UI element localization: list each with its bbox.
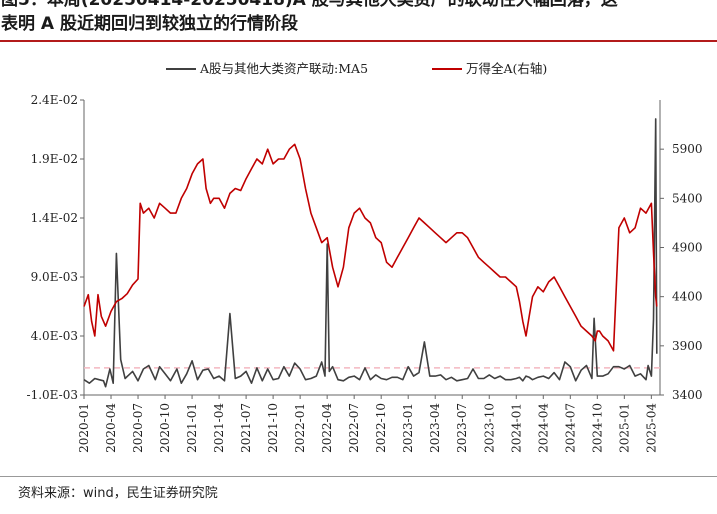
x-tick-label: 2024-10 (590, 403, 604, 453)
x-tick-label: 2022-07 (347, 403, 361, 453)
y2-tick-label: 4900 (672, 241, 703, 255)
x-tick-label: 2022-10 (374, 403, 388, 453)
legend-label-linkage-ma5: A股与其他大类资产联动:MA5 (199, 61, 368, 76)
chart-legend: A股与其他大类资产联动:MA5 万得全A(右轴) (166, 61, 547, 76)
x-tick-label: 2021-01 (185, 403, 199, 453)
series-line-linkage-ma5 (83, 118, 658, 388)
x-tick-label: 2024-07 (563, 403, 577, 453)
x-tick-label: 2021-07 (239, 403, 253, 453)
x-tick-label: 2023-01 (401, 403, 415, 453)
chart-axes: 2.4E-02 1.9E-02 1.4E-02 9.0E-03 4.0E-03 -1.0E… (27, 93, 703, 453)
x-tick-label: 2025-04 (644, 403, 658, 453)
y2-tick-label: 5400 (672, 191, 703, 205)
x-tick-label: 2024-04 (536, 403, 550, 453)
series-line-wind-all-a (83, 143, 658, 352)
x-tick-label: 2021-04 (212, 403, 226, 453)
x-tick-label: 2023-10 (482, 403, 496, 453)
legend-label-wind-all-a: 万得全A(右轴) (466, 61, 547, 76)
x-tick-label: 2025-01 (617, 403, 631, 453)
x-tick-label: 2021-10 (266, 403, 280, 453)
figure-title-line1: 图5：本周(20250414-20250418)A 股与其他大类资产的联动性大幅… (1, 0, 618, 10)
y2-tick-label: 4400 (672, 290, 703, 304)
y-tick-label: 9.0E-03 (31, 270, 78, 284)
x-tick-label: 2020-04 (104, 403, 118, 453)
x-tick-label: 2023-04 (428, 403, 442, 453)
title-divider (0, 40, 717, 42)
source-note: 资料来源：wind，民生证券研究院 (18, 486, 218, 501)
x-tick-label: 2020-10 (158, 403, 172, 453)
x-tick-label: 2022-01 (293, 403, 307, 453)
chart-plot-area (83, 118, 660, 388)
footer-divider (0, 476, 717, 477)
y-tick-label: 4.0E-03 (31, 329, 78, 343)
y2-tick-label: 3400 (672, 388, 703, 402)
x-tick-label: 2024-01 (509, 403, 523, 453)
x-tick-label: 2020-07 (131, 403, 145, 453)
figure-title-line2: 表明 A 股近期回归到较独立的行情阶段 (1, 14, 298, 34)
y2-tick-label: 5900 (672, 142, 703, 156)
x-tick-label: 2023-07 (455, 403, 469, 453)
y-tick-label: 2.4E-02 (31, 93, 78, 107)
y-tick-label: -1.0E-03 (27, 388, 78, 402)
y2-tick-label: 3900 (672, 339, 703, 353)
x-tick-label: 2022-04 (320, 403, 334, 453)
figure-title: 图5：本周(20250414-20250418)A 股与其他大类资产的联动性大幅… (0, 0, 717, 36)
y-tick-label: 1.9E-02 (31, 152, 78, 166)
y-tick-label: 1.4E-02 (31, 211, 78, 225)
x-tick-label: 2020-01 (77, 403, 91, 453)
